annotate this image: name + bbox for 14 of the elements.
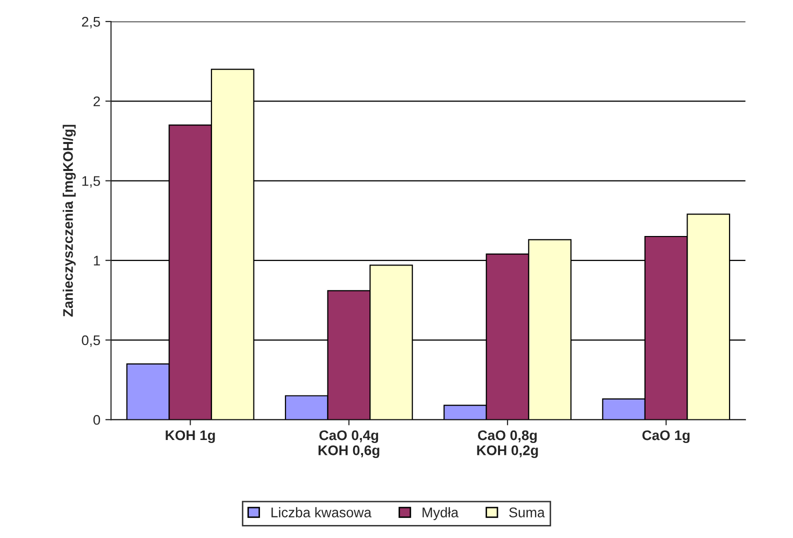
y-axis-title: Zanieczyszczenia [mgKOH/g]: [62, 124, 76, 317]
legend-label: Liczba kwasowa: [272, 507, 372, 518]
x-tick-label: CaO 1g: [642, 430, 690, 444]
x-tick-label: KOH 1g: [166, 430, 215, 444]
legend-label: Mydła: [422, 507, 459, 520]
y-tick-label: 1,5: [82, 176, 100, 188]
x-tick-label: CaO 0,4g KOH 0,6g: [318, 430, 380, 458]
y-tick-label: 0,5: [82, 335, 100, 347]
y-tick-label: 0: [93, 414, 100, 425]
y-tick-label: 2,5: [82, 16, 100, 28]
y-tick-label: 2: [94, 96, 100, 106]
legend-label: Suma: [509, 508, 545, 518]
x-tick-label: CaO 0,8g KOH 0,2g: [477, 430, 538, 458]
y-tick-label: 1: [94, 256, 100, 266]
